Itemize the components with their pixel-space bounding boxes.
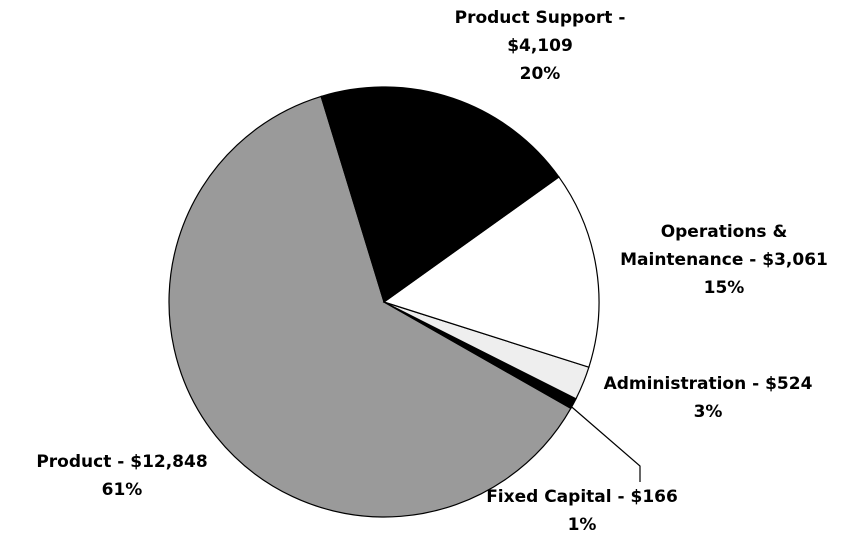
pie-slice [320, 86, 560, 303]
percent-label: 3% [693, 402, 723, 422]
percent-label: 1% [567, 515, 597, 535]
slice-label: Product - $12,848 61% [0, 448, 272, 504]
pie-slice [382, 176, 600, 368]
category-label: Product - [36, 452, 125, 472]
slice-label: Operations & Maintenance - $3,061 15% [602, 218, 844, 302]
category-label: Administration - [603, 374, 760, 394]
amount-label: $4,109 [507, 36, 573, 56]
category-label: Product Support - [454, 8, 626, 28]
slice-label: Administration - $524 3% [558, 370, 844, 426]
pie-slice [168, 95, 572, 518]
amount-label: $166 [630, 487, 678, 507]
leader-line [565, 401, 641, 482]
slice-label: Product Support - $4,109 20% [440, 4, 640, 88]
percent-label: 15% [703, 278, 745, 298]
category-label: Operations & Maintenance - [620, 222, 788, 270]
amount-label: $524 [765, 374, 813, 394]
slice-label: Fixed Capital - $166 1% [432, 483, 732, 539]
percent-label: 61% [101, 480, 143, 500]
category-label: Fixed Capital - [486, 487, 625, 507]
percent-label: 20% [519, 64, 561, 84]
amount-label: $12,848 [130, 452, 208, 472]
amount-label: $3,061 [762, 250, 828, 270]
